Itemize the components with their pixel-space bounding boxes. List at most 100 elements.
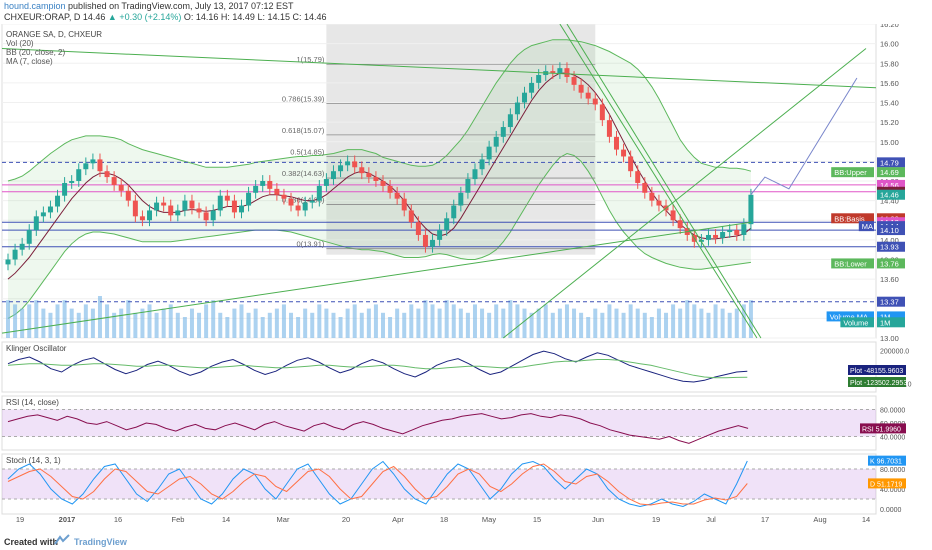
candle-body[interactable] [76,169,82,181]
candle-body[interactable] [401,198,407,211]
candle-body[interactable] [231,200,237,213]
candle-body[interactable] [281,194,287,199]
candle-body[interactable] [19,243,25,250]
candle-body[interactable] [111,177,117,185]
candle-body[interactable] [203,212,209,221]
candle-body[interactable] [734,230,740,235]
candle-body[interactable] [345,161,351,166]
candle-body[interactable] [486,146,492,160]
trend-line[interactable] [559,24,758,339]
candle-body[interactable] [253,185,259,193]
chart-canvas[interactable]: 16.2016.0015.8015.6015.4015.2015.0014.80… [0,24,932,530]
projection-path[interactable] [750,77,858,196]
candle-body[interactable] [323,179,329,186]
candle-body[interactable] [330,171,336,180]
candle-body[interactable] [465,179,471,193]
candle-body[interactable] [507,114,513,128]
trend-line[interactable] [1,48,877,89]
candle-body[interactable] [168,205,174,216]
candle-body[interactable] [522,92,528,103]
candle-body[interactable] [147,210,153,221]
candle-body[interactable] [40,212,46,217]
candle-body[interactable] [635,171,641,183]
candle-body[interactable] [246,192,252,206]
candle-body[interactable] [182,200,188,211]
candle-body[interactable] [748,194,754,225]
candle-body[interactable] [437,230,443,240]
candle-body[interactable] [585,92,591,99]
candle-body[interactable] [132,200,138,217]
candle-body[interactable] [380,181,386,186]
candle-body[interactable] [210,210,216,221]
candle-body[interactable] [649,192,655,201]
stoch-pane[interactable] [1,453,877,515]
candle-body[interactable] [606,120,612,137]
candle-body[interactable] [705,234,711,240]
candle-body[interactable] [571,76,577,85]
candle-body[interactable] [260,181,266,186]
candle-body[interactable] [295,205,301,211]
candle-body[interactable] [302,202,308,211]
tradingview-brand[interactable]: TradingView [74,537,127,547]
candle-body[interactable] [628,156,634,172]
candle-body[interactable] [642,182,648,193]
candle-body[interactable] [670,210,676,221]
candle-body[interactable] [444,218,450,231]
candle-body[interactable] [366,173,372,178]
candle-body[interactable] [267,181,273,189]
candle-body[interactable] [713,234,719,238]
candle-body[interactable] [189,200,195,209]
candle-body[interactable] [69,181,75,183]
candle-body[interactable] [514,102,520,115]
candle-body[interactable] [677,220,683,229]
candle-body[interactable] [125,190,131,201]
candle-body[interactable] [55,195,61,207]
candle-body[interactable] [613,136,619,150]
candle-body[interactable] [394,192,400,199]
candle-body[interactable] [238,205,244,213]
candle-body[interactable] [104,171,110,178]
candle-body[interactable] [408,210,414,223]
candle-body[interactable] [97,159,103,172]
candle-body[interactable] [621,149,627,157]
candle-body[interactable] [741,224,747,235]
candle-body[interactable] [415,222,421,235]
candle-body[interactable] [33,216,39,231]
candle-body[interactable] [493,136,499,147]
candle-body[interactable] [720,232,726,238]
candle-body[interactable] [161,202,167,206]
candle-body[interactable] [352,161,358,168]
candle-body[interactable] [316,185,322,201]
candle-body[interactable] [592,98,598,105]
candle-body[interactable] [599,104,605,121]
candle-body[interactable] [727,230,733,233]
candle-body[interactable] [458,192,464,206]
candle-body[interactable] [309,200,315,203]
candle-body[interactable] [578,84,584,93]
candle-body[interactable] [224,195,230,201]
candle-body[interactable] [26,230,32,244]
candle-body[interactable] [564,68,570,77]
klinger-pane[interactable] [1,341,877,393]
candle-body[interactable] [451,205,457,219]
candle-body[interactable] [83,163,89,170]
candle-body[interactable] [529,82,535,93]
candle-body[interactable] [557,68,563,74]
candle-body[interactable] [536,75,542,83]
candle-body[interactable] [359,167,365,174]
candle-body[interactable] [5,259,11,265]
candle-body[interactable] [430,239,436,247]
candle-body[interactable] [472,169,478,180]
candle-body[interactable] [47,206,53,213]
candle-body[interactable] [139,216,145,221]
candle-body[interactable] [90,159,96,164]
candle-body[interactable] [12,249,18,260]
candle-body[interactable] [217,195,223,211]
trend-line[interactable] [1,221,751,334]
candle-body[interactable] [656,200,662,206]
candle-body[interactable] [175,210,181,216]
candle-body[interactable] [422,234,428,247]
candle-body[interactable] [196,208,202,213]
trend-line[interactable] [502,48,867,339]
candle-body[interactable] [550,71,556,74]
